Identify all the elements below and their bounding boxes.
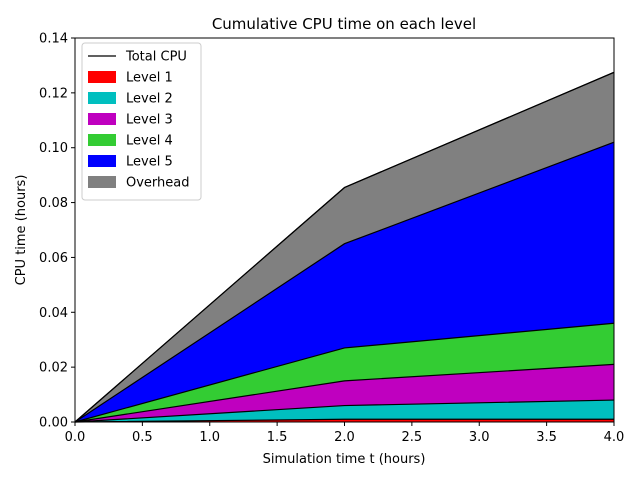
x-tick-label: 2.0 xyxy=(334,430,355,445)
x-tick-label: 1.0 xyxy=(199,430,220,445)
x-tick-label: 4.0 xyxy=(604,430,625,445)
legend-label: Total CPU xyxy=(125,50,187,65)
y-tick-label: 0.08 xyxy=(39,196,68,211)
legend: Total CPU Level 1 Level 2 Level 3 Level 4 Lev… xyxy=(81,42,202,201)
x-tick-label: 3.5 xyxy=(536,430,557,445)
x-tick-label: 0.5 xyxy=(132,430,153,445)
y-tick-label: 0.12 xyxy=(39,86,68,101)
y-axis-ticks: 0.00 0.02 0.04 0.06 0.08 0.10 0.12 0.14 xyxy=(39,32,75,431)
legend-swatch-overhead xyxy=(88,176,116,188)
area-overhead xyxy=(75,72,614,423)
boundary-level-3 xyxy=(74,363,615,423)
legend-swatch-level-4 xyxy=(88,134,116,146)
y-tick-label: 0.00 xyxy=(39,416,68,431)
area-level-5 xyxy=(75,142,614,422)
boundary-level-4 xyxy=(74,322,615,423)
y-tick-label: 0.14 xyxy=(39,32,68,47)
x-tick-label: 2.5 xyxy=(402,430,423,445)
x-axis-ticks: 0.0 0.5 1.0 1.5 2.0 2.5 3.0 3.5 4.0 xyxy=(65,422,625,445)
boundary-level-5 xyxy=(74,141,615,423)
x-axis-label: Simulation time t (hours) xyxy=(263,452,426,467)
chart-title: Cumulative CPU time on each level xyxy=(212,15,476,33)
legend-label: Level 3 xyxy=(126,113,173,128)
x-tick-label: 3.0 xyxy=(469,430,490,445)
boundary-level-1 xyxy=(74,418,614,423)
area-level-2 xyxy=(75,400,614,422)
y-axis-label: CPU time (hours) xyxy=(14,175,29,286)
y-tick-label: 0.02 xyxy=(39,361,68,376)
legend-label: Level 2 xyxy=(126,92,173,107)
y-tick-label: 0.06 xyxy=(39,251,68,266)
boundary-level-2 xyxy=(74,399,615,423)
legend-swatch-level-3 xyxy=(88,113,116,125)
x-tick-label: 0.0 xyxy=(65,430,86,445)
legend-swatch-level-1 xyxy=(88,71,116,83)
y-tick-label: 0.10 xyxy=(39,141,68,156)
y-tick-label: 0.04 xyxy=(39,306,68,321)
stacked-areas xyxy=(75,72,614,423)
x-tick-label: 1.5 xyxy=(267,430,288,445)
series-boundaries xyxy=(74,71,615,423)
area-level-4 xyxy=(75,323,614,422)
legend-swatch-level-2 xyxy=(88,92,116,104)
legend-swatch-level-5 xyxy=(88,155,116,167)
area-level-3 xyxy=(75,364,614,422)
total-cpu-line xyxy=(74,71,615,423)
legend-label: Level 1 xyxy=(126,71,173,86)
area-level-1 xyxy=(75,419,614,422)
legend-label: Level 4 xyxy=(126,134,173,149)
legend-label: Level 5 xyxy=(126,155,173,170)
legend-label: Overhead xyxy=(126,176,190,191)
